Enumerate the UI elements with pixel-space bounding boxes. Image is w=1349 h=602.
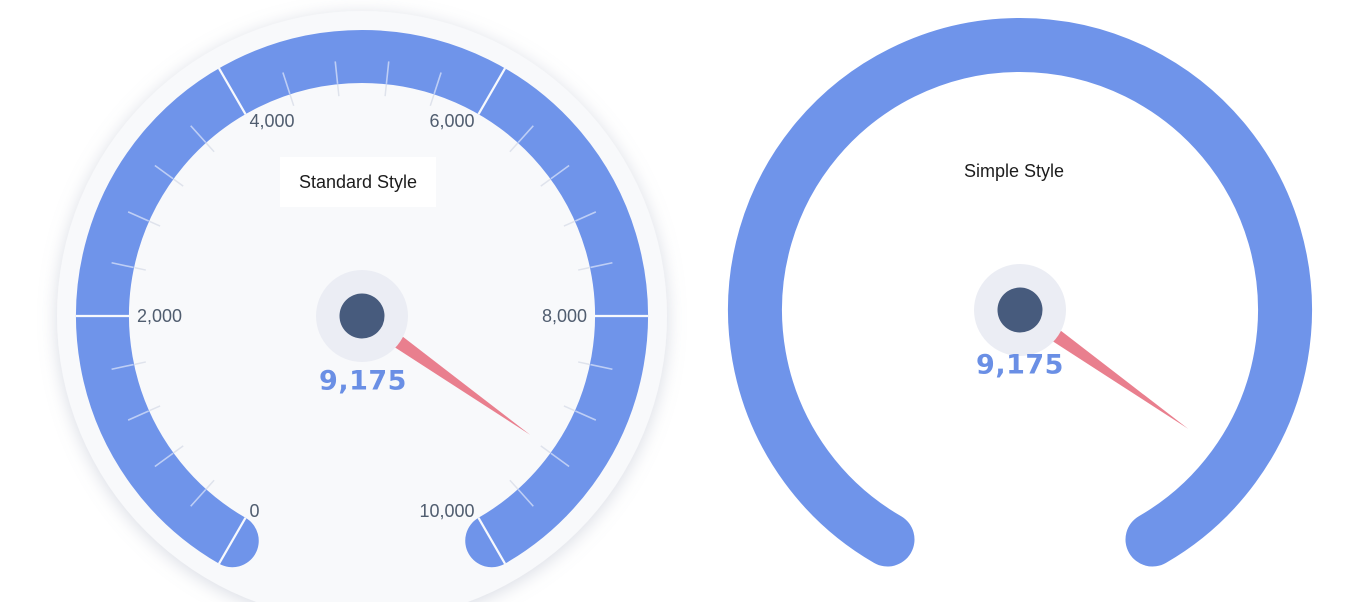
minor-tick [111, 363, 134, 371]
minor-tick [173, 178, 184, 187]
needle-hub [997, 287, 1043, 333]
major-tick [218, 517, 247, 565]
minor-tick [429, 94, 435, 107]
minor-tick [149, 405, 161, 412]
minor-tick [190, 125, 207, 144]
minor-tick [540, 178, 551, 187]
minor-tick [590, 261, 613, 269]
minor-tick [385, 61, 390, 84]
axis-label: 8,000 [542, 306, 587, 326]
axis-label: 2,000 [137, 306, 182, 326]
axis-label: 6,000 [429, 111, 474, 131]
minor-tick [190, 488, 207, 507]
minor-tick [517, 488, 534, 507]
minor-tick [205, 142, 215, 153]
minor-tick [540, 445, 551, 454]
minor-tick [205, 479, 215, 490]
minor-tick [517, 125, 534, 144]
minor-tick [433, 72, 442, 95]
minor-tick [334, 61, 339, 84]
gauge-simple [728, 18, 1312, 567]
minor-tick [336, 84, 340, 97]
minor-tick [127, 410, 150, 421]
minor-tick [282, 72, 291, 95]
minor-tick [550, 164, 570, 180]
gauge-value-simple: 9,175 [976, 349, 1064, 381]
minor-tick [563, 405, 575, 412]
minor-tick [154, 452, 174, 468]
minor-tick [574, 410, 597, 421]
axis-label: 4,000 [250, 111, 295, 131]
axis-label: 0 [250, 501, 260, 521]
minor-tick [154, 164, 174, 180]
minor-tick [127, 211, 150, 222]
major-tick [218, 67, 247, 115]
minor-tick [578, 266, 590, 271]
minor-tick [563, 220, 575, 227]
minor-tick [149, 220, 161, 227]
gauge-value-standard: 9,175 [319, 365, 407, 397]
minor-tick [134, 361, 146, 366]
gauge-band [76, 30, 648, 568]
minor-tick [384, 84, 388, 97]
minor-tick [509, 479, 519, 490]
gauge-title-standard: Standard Style [279, 157, 437, 207]
gauge-title-simple: Simple Style [963, 161, 1065, 181]
minor-tick [134, 266, 146, 271]
minor-tick [173, 445, 184, 454]
minor-tick [578, 361, 590, 366]
needle-hub [339, 293, 385, 339]
minor-tick [111, 261, 134, 269]
gauge-band [728, 18, 1312, 567]
minor-tick [550, 452, 570, 468]
major-tick [477, 517, 506, 565]
gauge-ticks [76, 61, 648, 565]
gauge-standard: 0 2,000 4,000 6,000 8,000 10,000 [57, 11, 667, 602]
minor-tick [574, 211, 597, 222]
major-tick [477, 67, 506, 115]
minor-tick [590, 363, 613, 371]
minor-tick [509, 142, 519, 153]
axis-label: 10,000 [419, 501, 474, 521]
minor-tick [289, 94, 295, 107]
gauge-axis-labels: 0 2,000 4,000 6,000 8,000 10,000 [137, 111, 587, 521]
